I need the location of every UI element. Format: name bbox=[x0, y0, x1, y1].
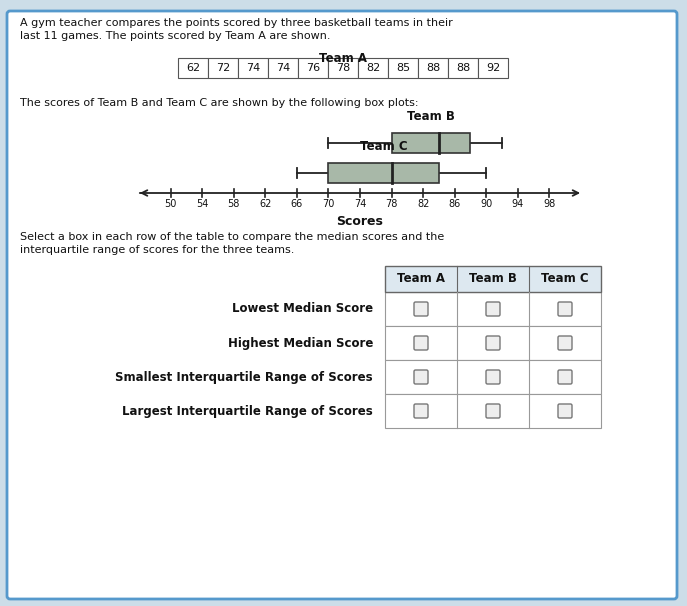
Bar bbox=[478, 58, 508, 78]
FancyBboxPatch shape bbox=[486, 302, 500, 316]
Text: Select a box in each row of the table to compare the median scores and the
inter: Select a box in each row of the table to… bbox=[20, 232, 444, 255]
Text: 62: 62 bbox=[186, 63, 200, 73]
FancyBboxPatch shape bbox=[558, 404, 572, 418]
Text: 88: 88 bbox=[456, 63, 470, 73]
Text: 66: 66 bbox=[291, 199, 303, 209]
Text: 90: 90 bbox=[480, 199, 493, 209]
Bar bbox=[208, 58, 238, 78]
Text: Team A: Team A bbox=[397, 273, 445, 285]
Text: Team C: Team C bbox=[541, 273, 589, 285]
FancyBboxPatch shape bbox=[414, 302, 428, 316]
Text: Lowest Median Score: Lowest Median Score bbox=[232, 302, 373, 316]
Text: Team A: Team A bbox=[319, 53, 367, 65]
Text: A gym teacher compares the points scored by three basketball teams in their
last: A gym teacher compares the points scored… bbox=[20, 18, 453, 41]
Bar bbox=[298, 58, 328, 78]
Text: 86: 86 bbox=[449, 199, 461, 209]
Text: Team C: Team C bbox=[360, 140, 407, 153]
FancyBboxPatch shape bbox=[486, 336, 500, 350]
Text: 58: 58 bbox=[227, 199, 240, 209]
Text: Scores: Scores bbox=[337, 215, 383, 228]
Bar bbox=[358, 58, 388, 78]
Bar bbox=[385, 326, 601, 360]
Text: 78: 78 bbox=[336, 63, 350, 73]
Text: Highest Median Score: Highest Median Score bbox=[227, 336, 373, 350]
FancyBboxPatch shape bbox=[414, 370, 428, 384]
FancyBboxPatch shape bbox=[414, 404, 428, 418]
Bar bbox=[328, 58, 358, 78]
FancyBboxPatch shape bbox=[558, 302, 572, 316]
Bar bbox=[385, 360, 601, 394]
Text: 74: 74 bbox=[354, 199, 366, 209]
Text: 74: 74 bbox=[246, 63, 260, 73]
Bar bbox=[385, 292, 601, 326]
Text: 78: 78 bbox=[385, 199, 398, 209]
Text: 98: 98 bbox=[543, 199, 555, 209]
Text: 54: 54 bbox=[196, 199, 208, 209]
Bar bbox=[268, 58, 298, 78]
Bar bbox=[178, 58, 208, 78]
Text: 74: 74 bbox=[276, 63, 290, 73]
Text: 85: 85 bbox=[396, 63, 410, 73]
FancyBboxPatch shape bbox=[414, 336, 428, 350]
Bar bbox=[448, 58, 478, 78]
Text: Smallest Interquartile Range of Scores: Smallest Interquartile Range of Scores bbox=[115, 370, 373, 384]
Text: 88: 88 bbox=[426, 63, 440, 73]
Text: 50: 50 bbox=[165, 199, 177, 209]
Text: Largest Interquartile Range of Scores: Largest Interquartile Range of Scores bbox=[122, 404, 373, 418]
Bar bbox=[238, 58, 268, 78]
Bar bbox=[328, 163, 439, 183]
Bar bbox=[388, 58, 418, 78]
Text: 94: 94 bbox=[512, 199, 523, 209]
Text: 70: 70 bbox=[322, 199, 335, 209]
FancyBboxPatch shape bbox=[486, 404, 500, 418]
Text: 76: 76 bbox=[306, 63, 320, 73]
FancyBboxPatch shape bbox=[558, 336, 572, 350]
Text: Team B: Team B bbox=[407, 110, 455, 123]
Text: The scores of Team B and Team C are shown by the following box plots:: The scores of Team B and Team C are show… bbox=[20, 98, 418, 108]
FancyBboxPatch shape bbox=[558, 370, 572, 384]
Text: 92: 92 bbox=[486, 63, 500, 73]
Bar bbox=[418, 58, 448, 78]
Text: Team B: Team B bbox=[469, 273, 517, 285]
Text: 82: 82 bbox=[417, 199, 429, 209]
Bar bbox=[392, 133, 471, 153]
Text: 62: 62 bbox=[259, 199, 271, 209]
Text: 82: 82 bbox=[366, 63, 380, 73]
FancyBboxPatch shape bbox=[7, 11, 677, 599]
Bar bbox=[385, 394, 601, 428]
Bar bbox=[385, 266, 601, 292]
FancyBboxPatch shape bbox=[486, 370, 500, 384]
Text: 72: 72 bbox=[216, 63, 230, 73]
